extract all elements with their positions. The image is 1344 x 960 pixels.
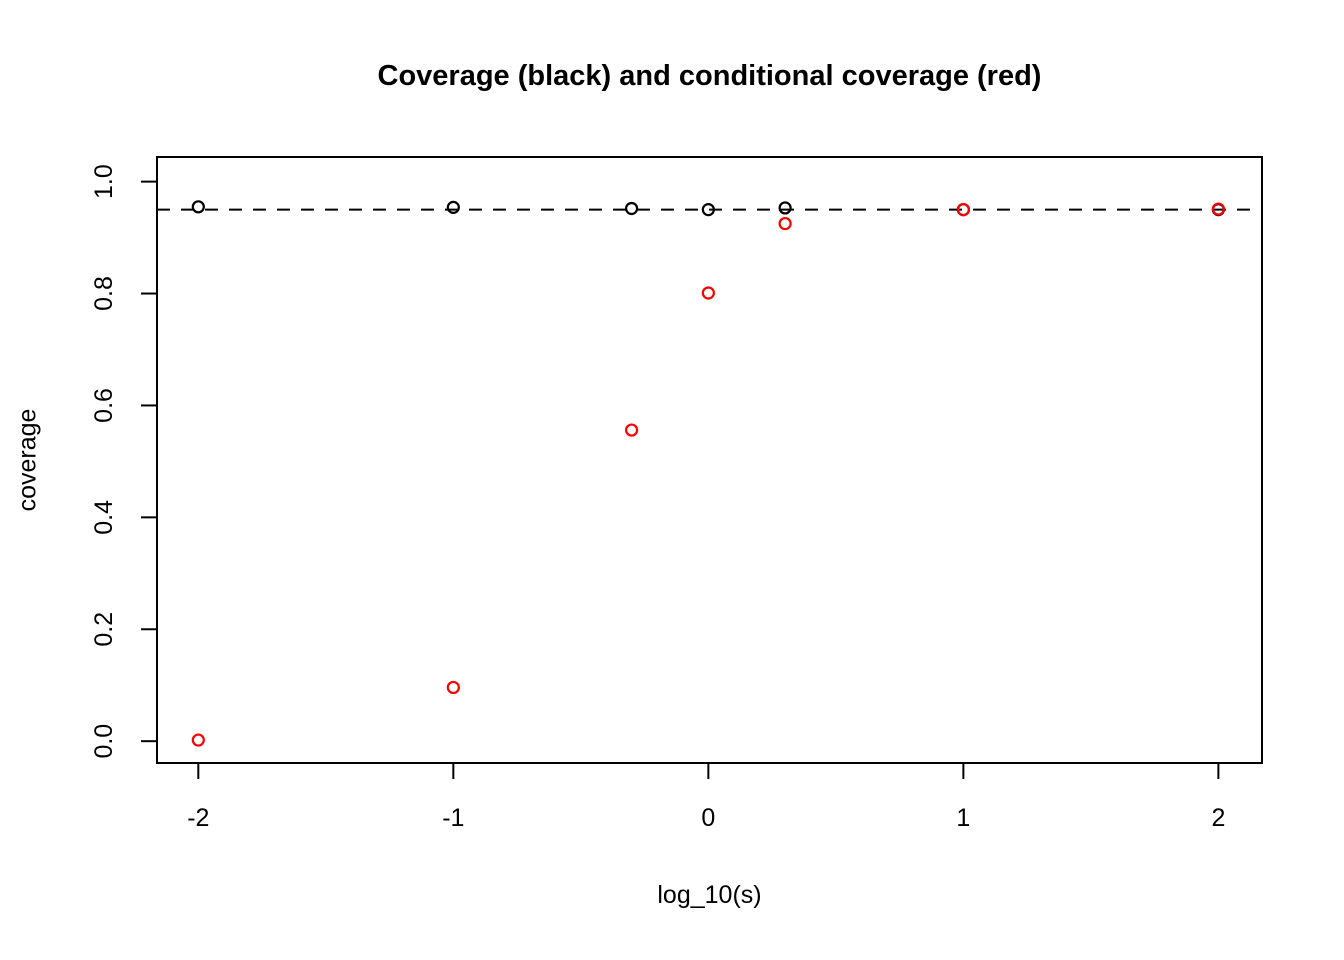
x-tick-label: 0 xyxy=(701,804,715,832)
data-point xyxy=(624,423,639,437)
x-tick-label: 1 xyxy=(956,804,970,832)
y-tick-label: 0.2 xyxy=(90,612,118,647)
y-tick-label: 0.0 xyxy=(90,724,118,759)
x-tick-label: 2 xyxy=(1211,804,1225,832)
data-point xyxy=(778,216,792,231)
data-point xyxy=(624,201,639,216)
y-tick-label: 0.8 xyxy=(90,276,118,311)
x-tick-label: -1 xyxy=(442,804,464,832)
y-tick-label: 0.4 xyxy=(90,500,118,535)
y-tick-label: 1.0 xyxy=(90,164,118,199)
y-tick-label: 0.6 xyxy=(90,388,118,423)
data-point xyxy=(446,680,460,695)
chart-title: Coverage (black) and conditional coverag… xyxy=(377,60,1042,92)
x-tick-label: -2 xyxy=(187,804,209,832)
x-axis-label: log_10(s) xyxy=(657,881,762,909)
data-point xyxy=(191,200,205,214)
plot-box xyxy=(156,156,1263,764)
data-point xyxy=(956,202,970,217)
data-point xyxy=(701,286,715,300)
data-point xyxy=(1211,202,1225,216)
data-point xyxy=(778,201,792,215)
data-point xyxy=(701,202,715,217)
data-point xyxy=(191,733,205,747)
data-point xyxy=(446,200,460,214)
